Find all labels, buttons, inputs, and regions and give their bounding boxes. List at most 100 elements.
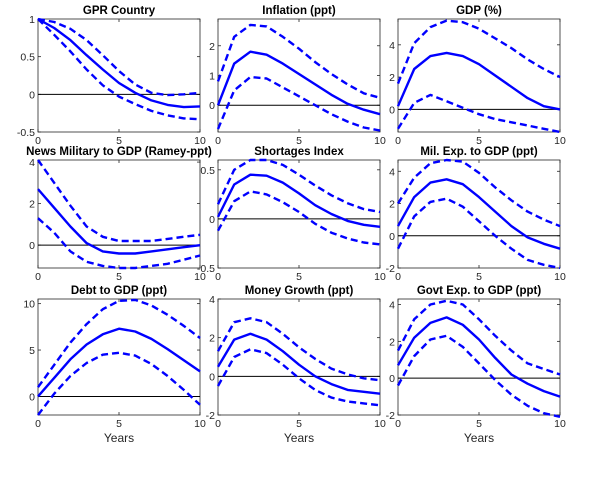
- x-tick-label: 0: [35, 271, 41, 283]
- y-tick-label: 4: [389, 40, 395, 52]
- y-tick-label: 4: [29, 157, 35, 169]
- x-axis-label: Years: [104, 431, 134, 445]
- x-tick-label: 5: [296, 418, 302, 430]
- y-tick-label: 4: [389, 300, 395, 312]
- x-tick-label: 0: [215, 271, 221, 283]
- confidence-band-line: [37, 18, 201, 121]
- y-tick-label: 2: [389, 199, 395, 211]
- x-tick-label: 10: [554, 418, 566, 430]
- confidence-band-line: [396, 158, 561, 228]
- confidence-band-line: [216, 348, 381, 407]
- impulse-response-line: [37, 188, 201, 255]
- impulse-response-line: [37, 17, 201, 109]
- confidence-band-line: [37, 217, 201, 270]
- panel-title: Govt Exp. to GDP (ppt): [417, 285, 542, 297]
- y-tick-label: -0.5: [17, 127, 35, 139]
- impulse-response-line: [396, 316, 561, 398]
- confidence-band-line: [216, 317, 381, 382]
- y-tick-label: 0.5: [200, 165, 215, 177]
- x-tick-label: 10: [554, 135, 566, 147]
- impulse-response-line: [396, 178, 561, 250]
- panel-title: Debt to GDP (ppt): [71, 285, 167, 297]
- y-tick-label: 5: [29, 345, 35, 357]
- x-tick-label: 10: [374, 135, 386, 147]
- confidence-band-line: [216, 190, 381, 246]
- y-tick-label: 2: [209, 333, 215, 345]
- y-tick-label: 0: [29, 391, 35, 403]
- x-tick-label: 0: [215, 418, 221, 430]
- y-tick-label: 1: [209, 71, 215, 83]
- x-tick-label: 10: [194, 418, 206, 430]
- confidence-band-line: [37, 159, 201, 243]
- x-tick-label: 5: [476, 271, 482, 283]
- x-tick-label: 10: [194, 135, 206, 147]
- x-tick-label: 0: [395, 135, 401, 147]
- y-tick-label: 0: [209, 214, 215, 226]
- y-tick-label: 2: [389, 336, 395, 348]
- x-axis-label: Years: [464, 431, 494, 445]
- confidence-band-line: [396, 93, 561, 134]
- x-tick-label: 5: [116, 271, 122, 283]
- panel-2: Inflation (ppt) 0 5 10 0 1 2: [209, 5, 386, 147]
- panel-title: GDP (%): [456, 5, 502, 17]
- x-tick-label: 5: [476, 418, 482, 430]
- y-tick-label: -2: [386, 410, 395, 422]
- x-axis-label: Years: [284, 431, 314, 445]
- plot-area: [37, 298, 201, 416]
- impulse-response-line: [396, 51, 561, 111]
- y-tick-label: 2: [389, 72, 395, 84]
- panel-title: Shortages Index: [254, 146, 344, 158]
- confidence-band-line: [396, 19, 561, 85]
- y-tick-label: 0: [389, 373, 395, 385]
- confidence-band-line: [396, 299, 561, 376]
- x-tick-label: 5: [116, 135, 122, 147]
- plot-area: [217, 298, 381, 416]
- impulse-response-line: [216, 332, 381, 395]
- y-tick-label: 10: [23, 299, 35, 311]
- y-tick-label: -0.5: [197, 263, 215, 275]
- x-tick-label: 0: [35, 135, 41, 147]
- x-tick-label: 0: [395, 418, 401, 430]
- panel-title: Mil. Exp. to GDP (ppt): [420, 146, 538, 158]
- plot-area: [217, 159, 381, 269]
- x-tick-label: 5: [296, 135, 302, 147]
- plot-area: [37, 159, 201, 269]
- x-tick-label: 5: [116, 418, 122, 430]
- confidence-band-line: [37, 351, 201, 416]
- panel-7: Debt to GDP (ppt) 0 5 10 0 5 10 Years: [23, 285, 206, 445]
- x-tick-label: 10: [554, 271, 566, 283]
- x-tick-label: 0: [395, 271, 401, 283]
- y-tick-label: 0: [209, 100, 215, 112]
- y-tick-label: 0.5: [20, 52, 35, 64]
- y-tick-label: -2: [386, 263, 395, 275]
- x-tick-label: 10: [374, 271, 386, 283]
- impulse-response-line: [37, 327, 201, 398]
- confidence-band-line: [37, 298, 201, 388]
- y-tick-label: 0: [29, 240, 35, 252]
- plot-area: [397, 159, 561, 269]
- y-tick-label: 4: [209, 294, 215, 306]
- panel-title: Money Growth (ppt): [245, 285, 354, 297]
- plot-area: [397, 298, 561, 416]
- x-tick-label: 10: [374, 418, 386, 430]
- y-tick-label: 0: [29, 89, 35, 101]
- impulse-response-line: [216, 50, 381, 116]
- x-tick-label: 5: [476, 135, 482, 147]
- impulse-response-line: [216, 173, 381, 228]
- panel-title: GPR Country: [83, 5, 156, 17]
- y-tick-label: 2: [209, 41, 215, 53]
- plot-area: [217, 18, 381, 133]
- x-tick-label: 0: [215, 135, 221, 147]
- y-tick-label: 1: [29, 14, 35, 26]
- confidence-band-line: [396, 334, 561, 418]
- confidence-band-line: [37, 17, 201, 97]
- panel-title: Inflation (ppt): [262, 5, 336, 17]
- x-tick-label: 10: [194, 271, 206, 283]
- y-tick-label: 0: [389, 231, 395, 243]
